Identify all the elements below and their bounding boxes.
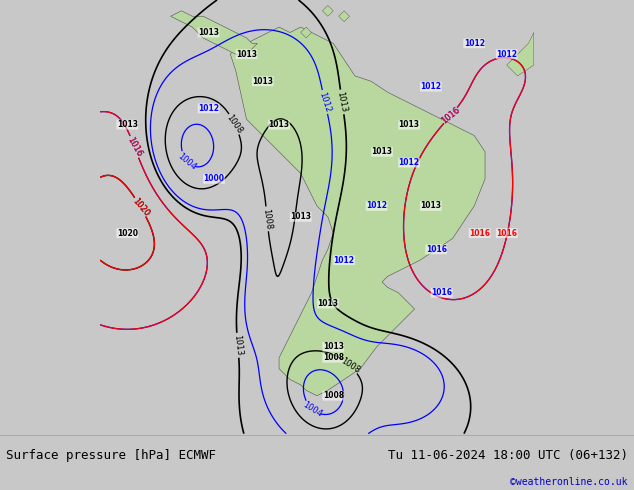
Polygon shape (171, 11, 257, 54)
Text: 1008: 1008 (224, 113, 244, 135)
Text: 1020: 1020 (130, 196, 151, 218)
Text: 1016: 1016 (431, 288, 452, 297)
Text: 1013: 1013 (252, 77, 273, 86)
Polygon shape (230, 27, 485, 396)
Text: Surface pressure [hPa] ECMWF: Surface pressure [hPa] ECMWF (6, 448, 216, 462)
Text: 1008: 1008 (323, 353, 344, 362)
Text: 1016: 1016 (439, 105, 462, 126)
Text: 1012: 1012 (366, 201, 387, 211)
Text: 1012: 1012 (420, 82, 441, 91)
Text: 1012: 1012 (318, 91, 332, 113)
Text: 1016: 1016 (469, 229, 490, 238)
Polygon shape (507, 32, 534, 76)
Text: 1013: 1013 (198, 28, 219, 37)
Text: 1013: 1013 (269, 120, 290, 129)
Text: 1013: 1013 (335, 91, 349, 113)
Text: 1012: 1012 (496, 49, 517, 59)
Text: 1013: 1013 (232, 334, 243, 356)
Polygon shape (323, 5, 333, 16)
Text: 1012: 1012 (463, 39, 485, 48)
Text: 1004: 1004 (176, 151, 198, 171)
Text: 1012: 1012 (198, 104, 219, 113)
Text: 1016: 1016 (426, 245, 447, 254)
Text: 1000: 1000 (204, 174, 224, 183)
Text: 1008: 1008 (261, 208, 273, 230)
Text: 1016: 1016 (126, 135, 143, 158)
Text: ©weatheronline.co.uk: ©weatheronline.co.uk (510, 477, 628, 487)
Text: 1016: 1016 (439, 105, 462, 126)
Polygon shape (301, 27, 311, 38)
Text: 1013: 1013 (323, 343, 344, 351)
Text: Tu 11-06-2024 18:00 UTC (06+132): Tu 11-06-2024 18:00 UTC (06+132) (387, 448, 628, 462)
Text: 1020: 1020 (117, 229, 138, 238)
Text: 1013: 1013 (117, 120, 138, 129)
Text: 1008: 1008 (339, 356, 361, 375)
Text: 1013: 1013 (420, 201, 441, 211)
Polygon shape (339, 11, 349, 22)
Text: 1013: 1013 (236, 49, 257, 59)
Text: 1012: 1012 (399, 158, 420, 167)
Text: 1020: 1020 (130, 196, 151, 218)
Text: 1012: 1012 (333, 256, 354, 265)
Text: 1016: 1016 (126, 135, 143, 158)
Text: 1004: 1004 (301, 400, 324, 418)
Text: 1013: 1013 (399, 120, 420, 129)
Text: 1016: 1016 (496, 229, 517, 238)
Text: 1013: 1013 (290, 212, 311, 221)
Text: 1008: 1008 (323, 391, 344, 400)
Text: 1013: 1013 (372, 147, 392, 156)
Text: 1013: 1013 (318, 299, 339, 308)
